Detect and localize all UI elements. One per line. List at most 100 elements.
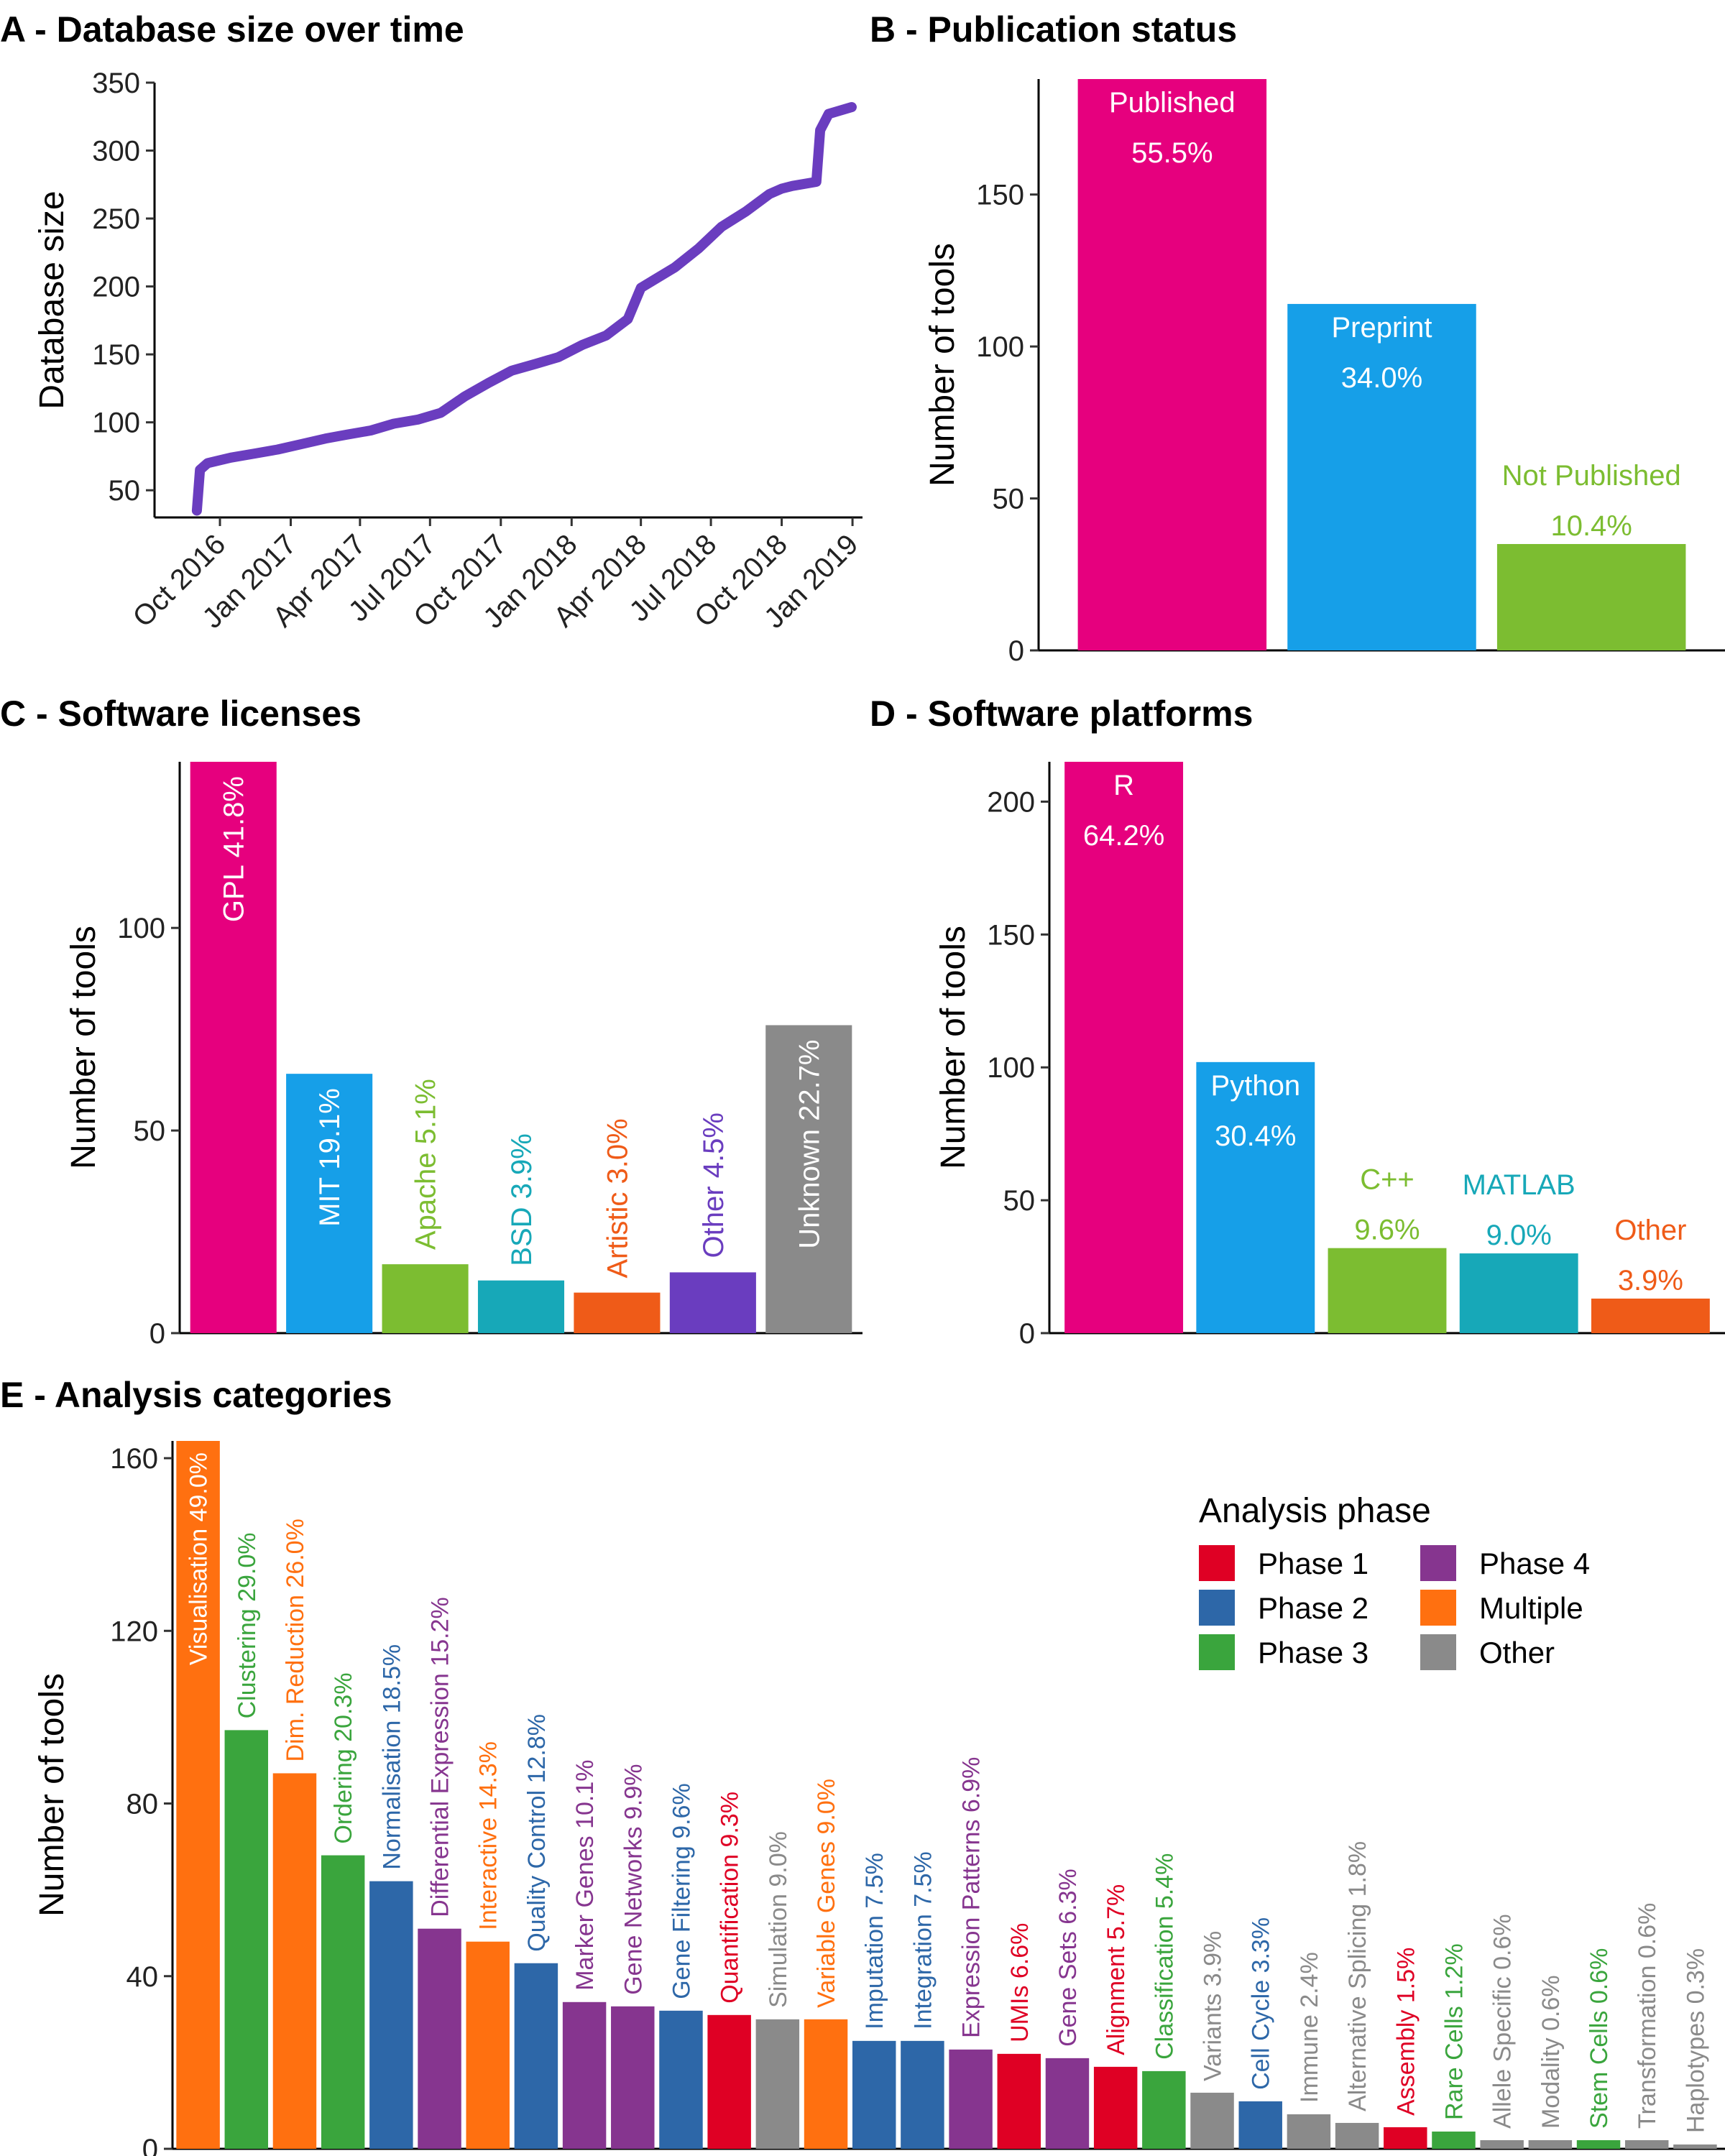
bar-label: Simulation 9.0% — [765, 1831, 792, 2008]
bar-category: BSD — [506, 1207, 538, 1266]
bar-quantification — [707, 2014, 751, 2149]
bar-label: Rare Cells 1.2% — [1440, 1943, 1468, 2120]
bar-label: Artistic 3.0% — [602, 1118, 633, 1278]
bar-percent: 9.9% — [620, 1764, 647, 1820]
bar-category: Apache — [410, 1152, 442, 1250]
bar-percent: 4.5% — [698, 1112, 730, 1178]
bar-percent: 15.2% — [427, 1597, 454, 1666]
bar-category: Variants — [1200, 1994, 1227, 2081]
bar-label: Clustering 29.0% — [234, 1532, 261, 1718]
bar-apache — [382, 1264, 469, 1333]
bar-percent: 29.0% — [234, 1532, 261, 1601]
bar-label: Modality 0.6% — [1537, 1975, 1565, 2129]
bar-percent: 26.0% — [282, 1519, 309, 1588]
bar-haplotypes — [1673, 2144, 1717, 2149]
bar-percent-label: 9.6% — [1354, 1215, 1420, 1246]
bar-category-label: C++ — [1360, 1164, 1414, 1196]
bar-percent: 22.7% — [794, 1039, 825, 1120]
bar-category: Ordering — [330, 1749, 357, 1843]
bar-label: Marker Genes 10.1% — [571, 1760, 599, 1991]
bar-percent: 7.5% — [861, 1853, 888, 1909]
bar-label: Gene Filtering 9.6% — [668, 1783, 695, 1999]
y-tick-label: 300 — [92, 136, 140, 167]
panel-e: E - Analysis categories 0 40 80 120 160 Number… — [0, 1375, 1725, 2156]
bar-category: Classification — [1151, 1916, 1178, 2060]
bar-label: Cell Cycle 3.3% — [1248, 1917, 1275, 2090]
legend-label: Multiple — [1479, 1591, 1583, 1625]
bar-category: Artistic — [602, 1192, 633, 1279]
y-tick-label: 150 — [976, 180, 1024, 211]
y-axis-title: Number of tools — [33, 1673, 71, 1917]
bar-category-label: MATLAB — [1463, 1169, 1576, 1201]
bar-unknown — [765, 1025, 852, 1333]
panel-title: A - Database size over time — [0, 9, 464, 50]
panel-b: B - Publication status 0 50 100 150 Number of… — [870, 9, 1725, 667]
bar-label: Stem Cells 0.6% — [1586, 1948, 1613, 2129]
bar-label: Alignment 5.7% — [1103, 1884, 1130, 2055]
bar-label: MIT 19.1% — [314, 1088, 346, 1227]
bar-percent-label: 64.2% — [1083, 820, 1164, 852]
bar-percent: 10.1% — [571, 1760, 599, 1829]
bar-quality-control — [514, 1963, 558, 2149]
bar-category: Assembly — [1392, 2010, 1420, 2116]
legend-title: Analysis phase — [1199, 1492, 1431, 1530]
bar-gene-filtering — [659, 2010, 703, 2149]
bar-category: Clustering — [234, 1608, 261, 1718]
bar-gpl — [190, 762, 277, 1333]
y-tick-label: 150 — [92, 339, 140, 371]
bar-percent: 0.6% — [1489, 1914, 1517, 1970]
bar-category: Rare Cells — [1440, 2006, 1468, 2120]
y-axis-title: Number of tools — [924, 243, 962, 487]
panel-title: C - Software licenses — [0, 694, 362, 734]
series-line — [191, 102, 857, 516]
bar-percent-label: 10.4% — [1550, 510, 1632, 542]
panel-a: A - Database size over time 50 100 150 200 25… — [0, 9, 864, 635]
bar-label: Variants 3.9% — [1200, 1931, 1227, 2081]
y-tick-label: 50 — [1003, 1185, 1036, 1217]
bar-label: Immune 2.4% — [1296, 1952, 1323, 2103]
y-tick-label: 80 — [126, 1789, 159, 1820]
bar-percent: 6.6% — [1006, 1923, 1034, 1979]
panel-title: D - Software platforms — [870, 694, 1253, 734]
y-axis-title: Number of tools — [65, 926, 103, 1169]
y-axis-title: Database size — [33, 190, 71, 409]
y-tick-label: 40 — [126, 1961, 159, 1993]
bar-category: Dim. Reduction — [282, 1595, 309, 1761]
bar-percent: 14.3% — [475, 1741, 502, 1810]
bar-label: Haplotypes 0.3% — [1682, 1948, 1709, 2133]
bar-percent-label: 34.0% — [1341, 362, 1422, 394]
bar-category-label: Not Published — [1502, 460, 1681, 492]
bar-category-label: Python — [1211, 1070, 1301, 1102]
legend-label: Other — [1479, 1636, 1555, 1669]
bar-percent: 9.0% — [765, 1831, 792, 1887]
bar-percent-label: 55.5% — [1131, 137, 1213, 169]
bar-percent: 6.9% — [958, 1757, 985, 1813]
bar-percent: 3.0% — [602, 1118, 633, 1184]
bar-category: Quantification — [717, 1854, 744, 2004]
bar-percent: 9.6% — [668, 1783, 695, 1839]
bar-percent: 12.8% — [523, 1714, 551, 1783]
y-tick-label: 200 — [92, 272, 140, 303]
bar-not-published — [1496, 543, 1686, 650]
bar-category: Variable Genes — [813, 1841, 840, 2008]
bar-category: GPL — [218, 865, 250, 922]
legend-label: Phase 3 — [1258, 1636, 1368, 1669]
bar-mit — [286, 1074, 373, 1333]
bar-category: Marker Genes — [571, 1835, 599, 1990]
bar-percent: 0.6% — [1537, 1975, 1565, 2031]
bar-variants — [1190, 2092, 1234, 2149]
bar-percent: 3.9% — [506, 1133, 538, 1199]
y-tick-label: 120 — [110, 1616, 158, 1647]
bar-percent: 49.0% — [185, 1452, 213, 1521]
bar-preprint — [1287, 303, 1476, 650]
bar-category: Transformation — [1634, 1966, 1661, 2129]
bar-label: Gene Sets 6.3% — [1054, 1869, 1082, 2047]
bar-modality — [1528, 2139, 1573, 2149]
bar-category: Unknown — [794, 1129, 825, 1249]
bar-percent-label: 9.0% — [1486, 1220, 1552, 1251]
bar-category: Expression Patterns — [958, 1820, 985, 2038]
bar-ordering — [321, 1855, 365, 2149]
bar-label: Unknown 22.7% — [794, 1039, 825, 1248]
bar-label: GPL 41.8% — [218, 776, 250, 922]
y-tick-label: 250 — [92, 203, 140, 235]
